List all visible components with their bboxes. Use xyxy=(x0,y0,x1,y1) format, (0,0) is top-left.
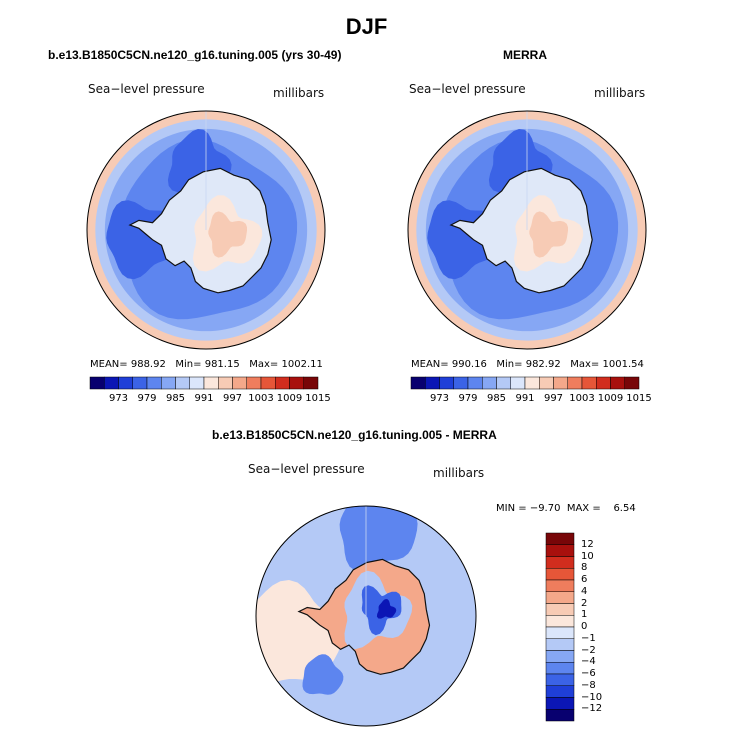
panel-2-units-label: millibars xyxy=(594,86,646,100)
panel-2-mean-label: MEAN= xyxy=(411,359,449,370)
panel-1-colorbar-bin xyxy=(303,376,319,390)
panel-3-coastline xyxy=(297,558,431,675)
panel-2-colorbar-tick: 991 xyxy=(515,393,535,404)
panel-2-min-value: 982.92 xyxy=(525,359,561,370)
panel-1-colorbar-tick: 991 xyxy=(194,393,214,404)
panel-3-colorbar-tick: −12 xyxy=(581,703,603,715)
panel-3-colorbar-tick: −1 xyxy=(581,632,596,644)
panel-3-variable-label: Sea−level pressure xyxy=(248,462,365,476)
panel-3-colorbar-bin xyxy=(545,638,575,651)
panel-1-colorbar-tick: 1015 xyxy=(305,393,331,404)
panel-3-colorbar-bin xyxy=(545,709,575,722)
panel-2-colorbar-svg xyxy=(410,376,640,390)
panel-1-min-label: Min= xyxy=(175,359,202,370)
panel-3-colorbar-bin xyxy=(545,591,575,604)
panel-1-colorbar-tick: 979 xyxy=(137,393,157,404)
panel-3-units-label: millibars xyxy=(433,466,485,480)
panel-3-colorbar-tick: −2 xyxy=(581,644,596,656)
panel-1-colorbar-tick: 1003 xyxy=(248,393,274,404)
panel-3-colorbar-tick: 6 xyxy=(581,574,588,585)
panel-3-colorbar-bin xyxy=(545,626,575,639)
panel-2-title: MERRA xyxy=(503,48,547,62)
panel-3-colorbar-tick: 2 xyxy=(581,597,588,609)
panel-2-stats: MEAN= 990.16 Min= 982.92 Max= 1001.54 xyxy=(411,359,644,370)
panel-2-border xyxy=(407,110,647,350)
panel-2-min-label: Min= xyxy=(496,359,523,370)
panel-3-colorbar-bin xyxy=(545,662,575,675)
panel-3-colorbar-svg xyxy=(545,532,575,722)
panel-3-min-label: MIN = xyxy=(496,503,527,514)
panel-3-colorbar-bin xyxy=(545,650,575,663)
panel-3-colorbar-bin xyxy=(545,697,575,710)
panel-3-colorbar-bin xyxy=(545,544,575,557)
panel-3-neg-south xyxy=(302,654,344,695)
panel-2-colorbar-tick: 979 xyxy=(458,393,478,404)
panel-3-colorbar-tick: 4 xyxy=(581,585,588,597)
panel-3-field xyxy=(256,506,476,726)
panel-3-colorbar-bin xyxy=(545,685,575,698)
panel-1-stats: MEAN= 988.92 Min= 981.15 Max= 1002.11 xyxy=(90,359,323,370)
panel-3-title: b.e13.B1850C5CN.ne120_g16.tuning.005 - M… xyxy=(212,428,497,442)
panel-1-mean-value: 988.92 xyxy=(130,359,166,370)
panel-3-colorbar-tick: −8 xyxy=(581,679,596,691)
panel-3-colorbar-bin xyxy=(545,579,575,592)
panel-3-colorbar-tick: 10 xyxy=(581,550,594,562)
panel-2-colorbar-bin xyxy=(624,376,640,390)
panel-1-max-label: Max= xyxy=(249,359,279,370)
panel-3-min-value: −9.70 xyxy=(529,503,561,514)
panel-1-colorbar-tick: 985 xyxy=(165,393,186,404)
panel-2-colorbar-tick: 997 xyxy=(543,393,564,404)
panel-3-colorbar-tick: 1 xyxy=(581,609,588,621)
panel-3-colorbar-tick: 12 xyxy=(581,538,594,550)
panel-2-high-1003 xyxy=(529,211,568,258)
panel-1-colorbar-tick: 973 xyxy=(108,393,129,404)
panel-2-colorbar-tick: 1009 xyxy=(597,393,624,404)
panel-1-border xyxy=(86,110,326,350)
panel-2-colorbar-tick: 985 xyxy=(486,393,507,404)
panel-3-neg-min xyxy=(376,599,397,619)
panel-3-colorbar-bin xyxy=(545,532,575,545)
panel-2-mean-value: 990.16 xyxy=(451,359,487,370)
panel-3-colorbar-bin xyxy=(545,615,575,628)
main-title: DJF xyxy=(345,14,388,39)
panel-1-colorbar-tick: 1009 xyxy=(276,393,303,404)
panel-3-colorbar-bin xyxy=(545,673,575,686)
panel-2-variable-label: Sea−level pressure xyxy=(409,82,526,96)
panel-3-max-label: MAX = xyxy=(566,503,601,514)
panel-2-max-label: Max= xyxy=(570,359,600,370)
panel-3-colorbar-bin xyxy=(545,568,575,581)
panel-2-colorbar-tick: 973 xyxy=(429,393,450,404)
panel-2-colorbar-tick: 1015 xyxy=(626,393,652,404)
panel-2-field xyxy=(408,111,646,349)
panel-2-colorbar-tick: 1003 xyxy=(569,393,595,404)
panel-3-colorbar-tick: −6 xyxy=(581,668,596,679)
panel-3-colorbar-bin xyxy=(545,556,575,569)
panel-1-variable-label: Sea−level pressure xyxy=(88,82,205,96)
panel-3-colorbar-tick: −10 xyxy=(581,691,603,703)
panel-1-high-1003 xyxy=(208,211,247,258)
panel-3-colorbar-bin xyxy=(545,603,575,616)
panel-1-field xyxy=(87,111,325,349)
panel-3-colorbar-tick: 8 xyxy=(581,562,588,574)
panel-1-max-value: 1002.11 xyxy=(281,359,323,370)
panel-1-title: b.e13.B1850C5CN.ne120_g16.tuning.005 (yr… xyxy=(48,48,342,62)
panel-2-coastline xyxy=(449,167,593,294)
panel-1-coastline xyxy=(128,167,272,294)
panel-3-colorbar-tick: 0 xyxy=(581,621,588,632)
panel-3-stats: MIN = −9.70 MAX = 6.54 xyxy=(496,503,636,514)
panel-1-colorbar-tick: 997 xyxy=(222,393,243,404)
panel-1-min-value: 981.15 xyxy=(204,359,240,370)
panel-3-border xyxy=(255,505,477,727)
panel-1-units-label: millibars xyxy=(273,86,325,100)
panel-3-max-value: 6.54 xyxy=(613,503,636,514)
panel-3-colorbar-tick: −4 xyxy=(581,656,596,668)
panel-2-max-value: 1001.54 xyxy=(602,359,644,370)
panel-1-mean-label: MEAN= xyxy=(90,359,128,370)
panel-1-colorbar-svg xyxy=(89,376,319,390)
